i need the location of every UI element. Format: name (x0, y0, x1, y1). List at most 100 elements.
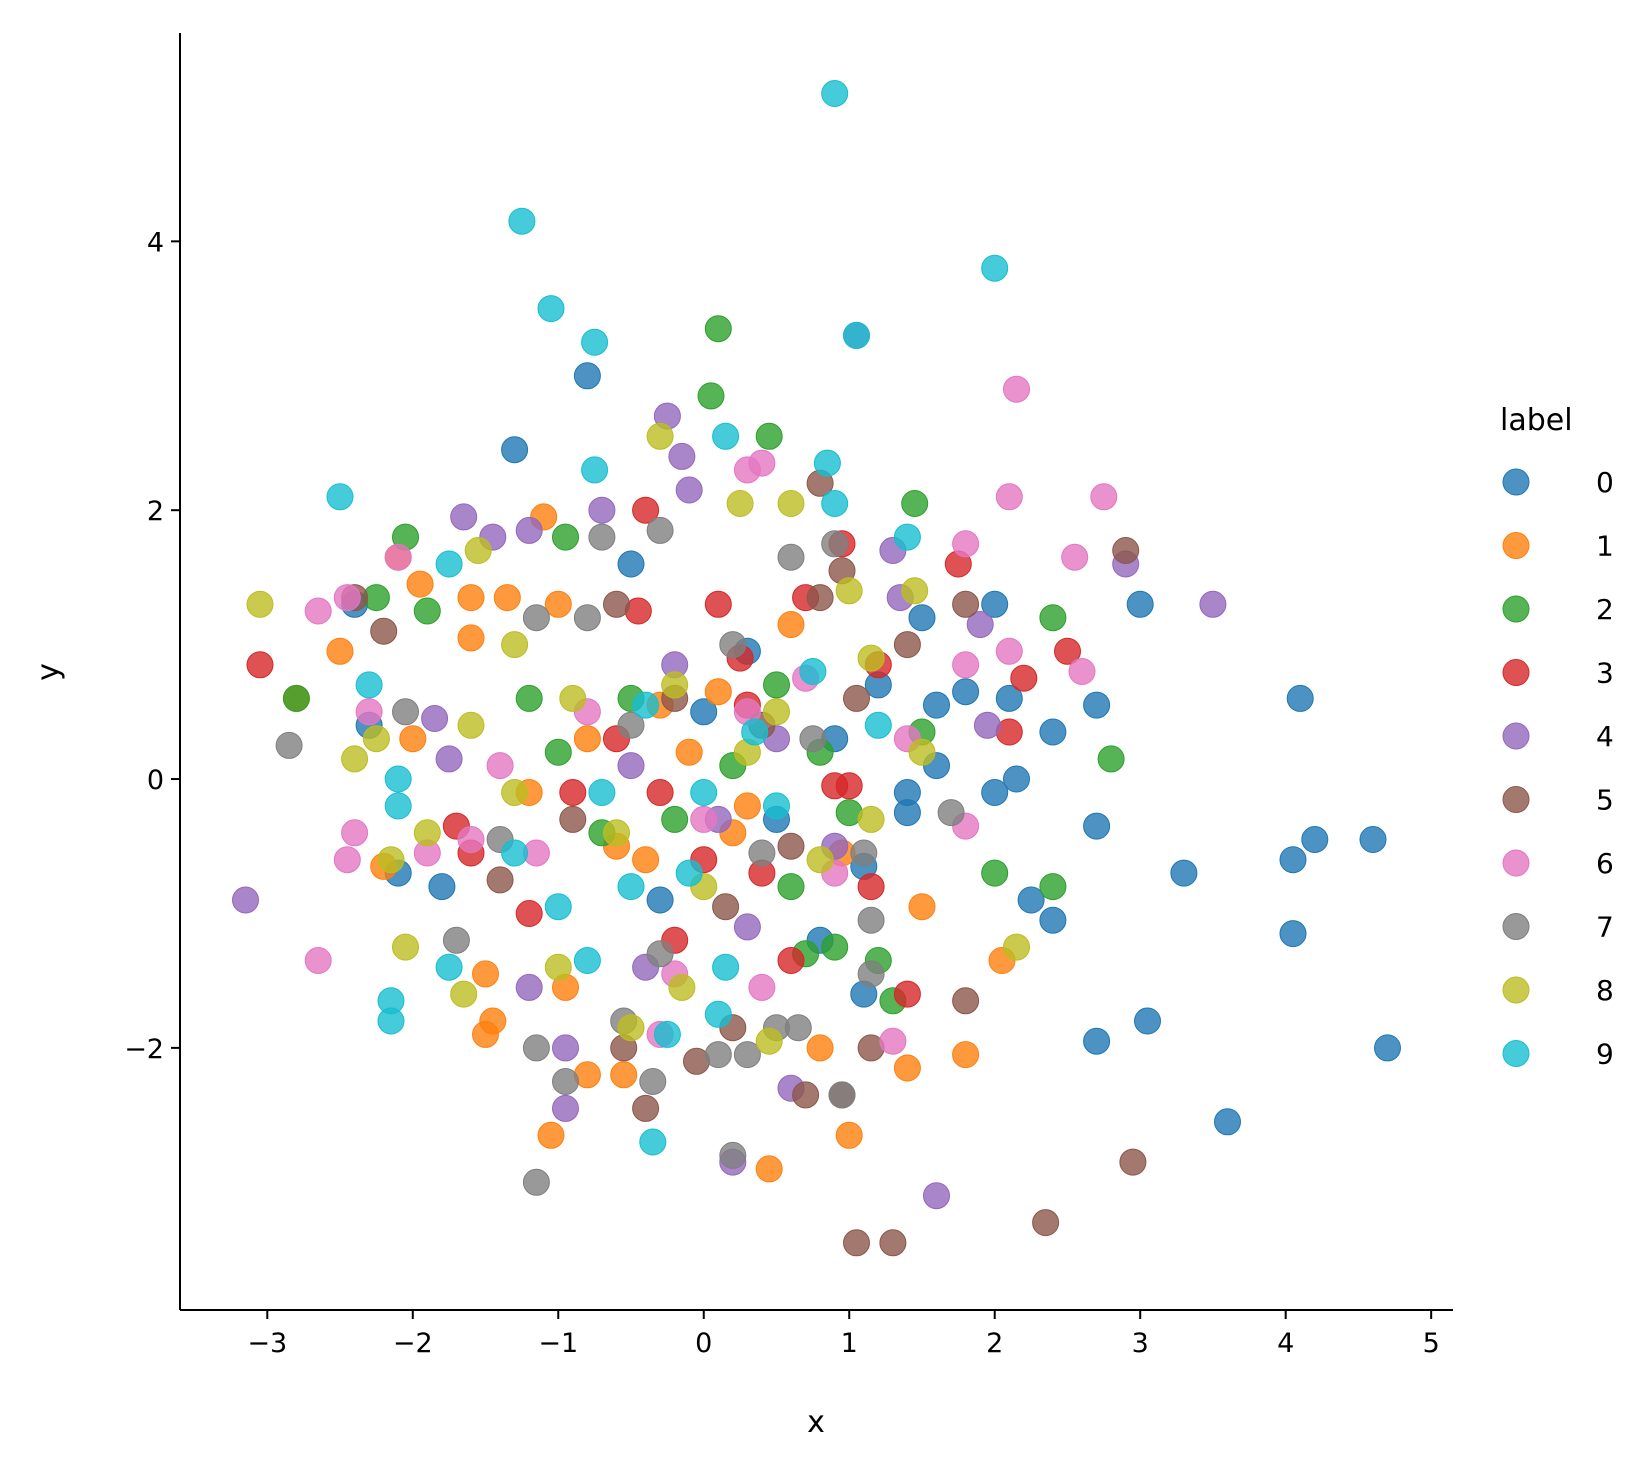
point-label-8 (246, 590, 274, 618)
legend: label 0 1 2 3 4 5 6 7 8 9 (1500, 403, 1614, 1071)
legend-label-2: 2 (1596, 593, 1614, 626)
point-label-6 (952, 530, 980, 558)
point-label-5 (632, 1094, 660, 1122)
point-label-4 (675, 476, 703, 504)
point-label-9 (981, 254, 1009, 282)
point-label-8 (501, 779, 529, 806)
point-label-7 (442, 926, 470, 954)
point-label-0 (646, 886, 674, 914)
x-tick-label: 0 (695, 1328, 712, 1359)
point-label-2 (515, 684, 543, 712)
point-label-6 (486, 752, 514, 780)
point-label-9 (632, 691, 660, 719)
point-label-0 (1359, 826, 1387, 853)
point-label-0 (1039, 906, 1067, 934)
point-label-4 (435, 745, 463, 773)
point-label-1 (406, 570, 434, 598)
point-label-6 (304, 947, 332, 974)
legend-label-5: 5 (1596, 784, 1614, 817)
point-label-2 (981, 859, 1009, 887)
x-tick-label: 1 (841, 1328, 858, 1359)
point-label-2 (1097, 745, 1125, 773)
x-tick-label: −3 (247, 1328, 287, 1359)
point-label-6 (995, 637, 1023, 665)
point-label-0 (428, 873, 456, 901)
point-label-9 (675, 859, 703, 887)
point-label-7 (857, 906, 885, 934)
x-tick-label: −1 (538, 1328, 578, 1359)
point-label-9 (588, 779, 616, 806)
point-label-0 (1286, 684, 1314, 712)
legend-marker-6 (1502, 849, 1530, 877)
point-label-6 (1068, 658, 1096, 685)
legend-marker-4 (1502, 722, 1530, 750)
point-label-8 (901, 577, 929, 605)
point-label-1 (755, 1155, 783, 1183)
x-tick-label: 4 (1277, 1328, 1294, 1359)
point-label-6 (1090, 483, 1118, 511)
point-label-5 (370, 617, 398, 645)
point-label-5 (843, 1229, 870, 1257)
point-label-1 (704, 678, 732, 706)
point-label-1 (457, 624, 485, 652)
point-label-8 (501, 631, 529, 659)
x-tick-label: −2 (393, 1328, 433, 1359)
point-label-8 (377, 846, 405, 874)
point-label-8 (341, 745, 369, 773)
point-label-3 (559, 779, 587, 806)
point-label-1 (893, 1054, 921, 1082)
point-label-1 (537, 1121, 565, 1149)
point-label-1 (777, 611, 805, 638)
point-label-0 (690, 698, 718, 726)
point-label-0 (995, 684, 1023, 712)
legend-label-8: 8 (1596, 974, 1614, 1007)
y-axis-ticks: −2 0 2 4 (124, 227, 180, 1065)
point-label-6 (1061, 543, 1089, 571)
point-label-9 (712, 953, 740, 981)
point-label-7 (719, 1141, 747, 1169)
point-label-4 (552, 1034, 579, 1062)
point-label-3 (515, 900, 543, 927)
point-label-8 (755, 1027, 783, 1055)
point-label-6 (304, 597, 332, 625)
x-tick-label: 5 (1423, 1328, 1440, 1359)
y-tick-label: 0 (147, 765, 164, 796)
point-label-1 (952, 1041, 980, 1069)
point-label-8 (603, 819, 630, 847)
point-label-3 (893, 980, 921, 1008)
point-label-8 (392, 933, 419, 961)
point-label-4 (588, 496, 616, 524)
point-label-3 (632, 496, 660, 524)
point-label-9 (617, 873, 645, 901)
point-label-0 (1083, 812, 1111, 840)
point-label-4 (617, 752, 645, 780)
point-label-6 (995, 483, 1023, 511)
point-label-0 (1170, 859, 1198, 887)
point-label-9 (501, 839, 529, 867)
point-label-8 (908, 738, 936, 766)
point-label-8 (617, 1014, 645, 1042)
point-label-7 (588, 523, 616, 551)
point-label-0 (952, 678, 980, 706)
legend-marker-0 (1502, 468, 1530, 496)
point-label-9 (763, 792, 790, 820)
point-label-2 (821, 933, 849, 961)
point-label-5 (893, 631, 921, 659)
point-label-6 (355, 698, 383, 726)
point-label-9 (435, 550, 463, 578)
point-label-8 (763, 698, 790, 726)
point-label-9 (821, 490, 849, 517)
point-label-0 (1214, 1108, 1241, 1136)
point-label-4 (515, 516, 543, 544)
point-label-9 (581, 328, 609, 356)
point-label-8 (1003, 933, 1030, 961)
point-label-4 (552, 1094, 579, 1122)
x-axis-ticks: −3 −2 −1 0 1 2 3 4 5 (247, 1310, 1440, 1359)
legend-label-4: 4 (1596, 720, 1614, 753)
point-label-6 (748, 449, 776, 477)
point-label-8 (362, 725, 390, 753)
point-label-9 (384, 792, 412, 820)
legend-marker-3 (1502, 659, 1530, 686)
y-axis-label: y (31, 663, 66, 681)
point-label-9 (355, 671, 383, 699)
